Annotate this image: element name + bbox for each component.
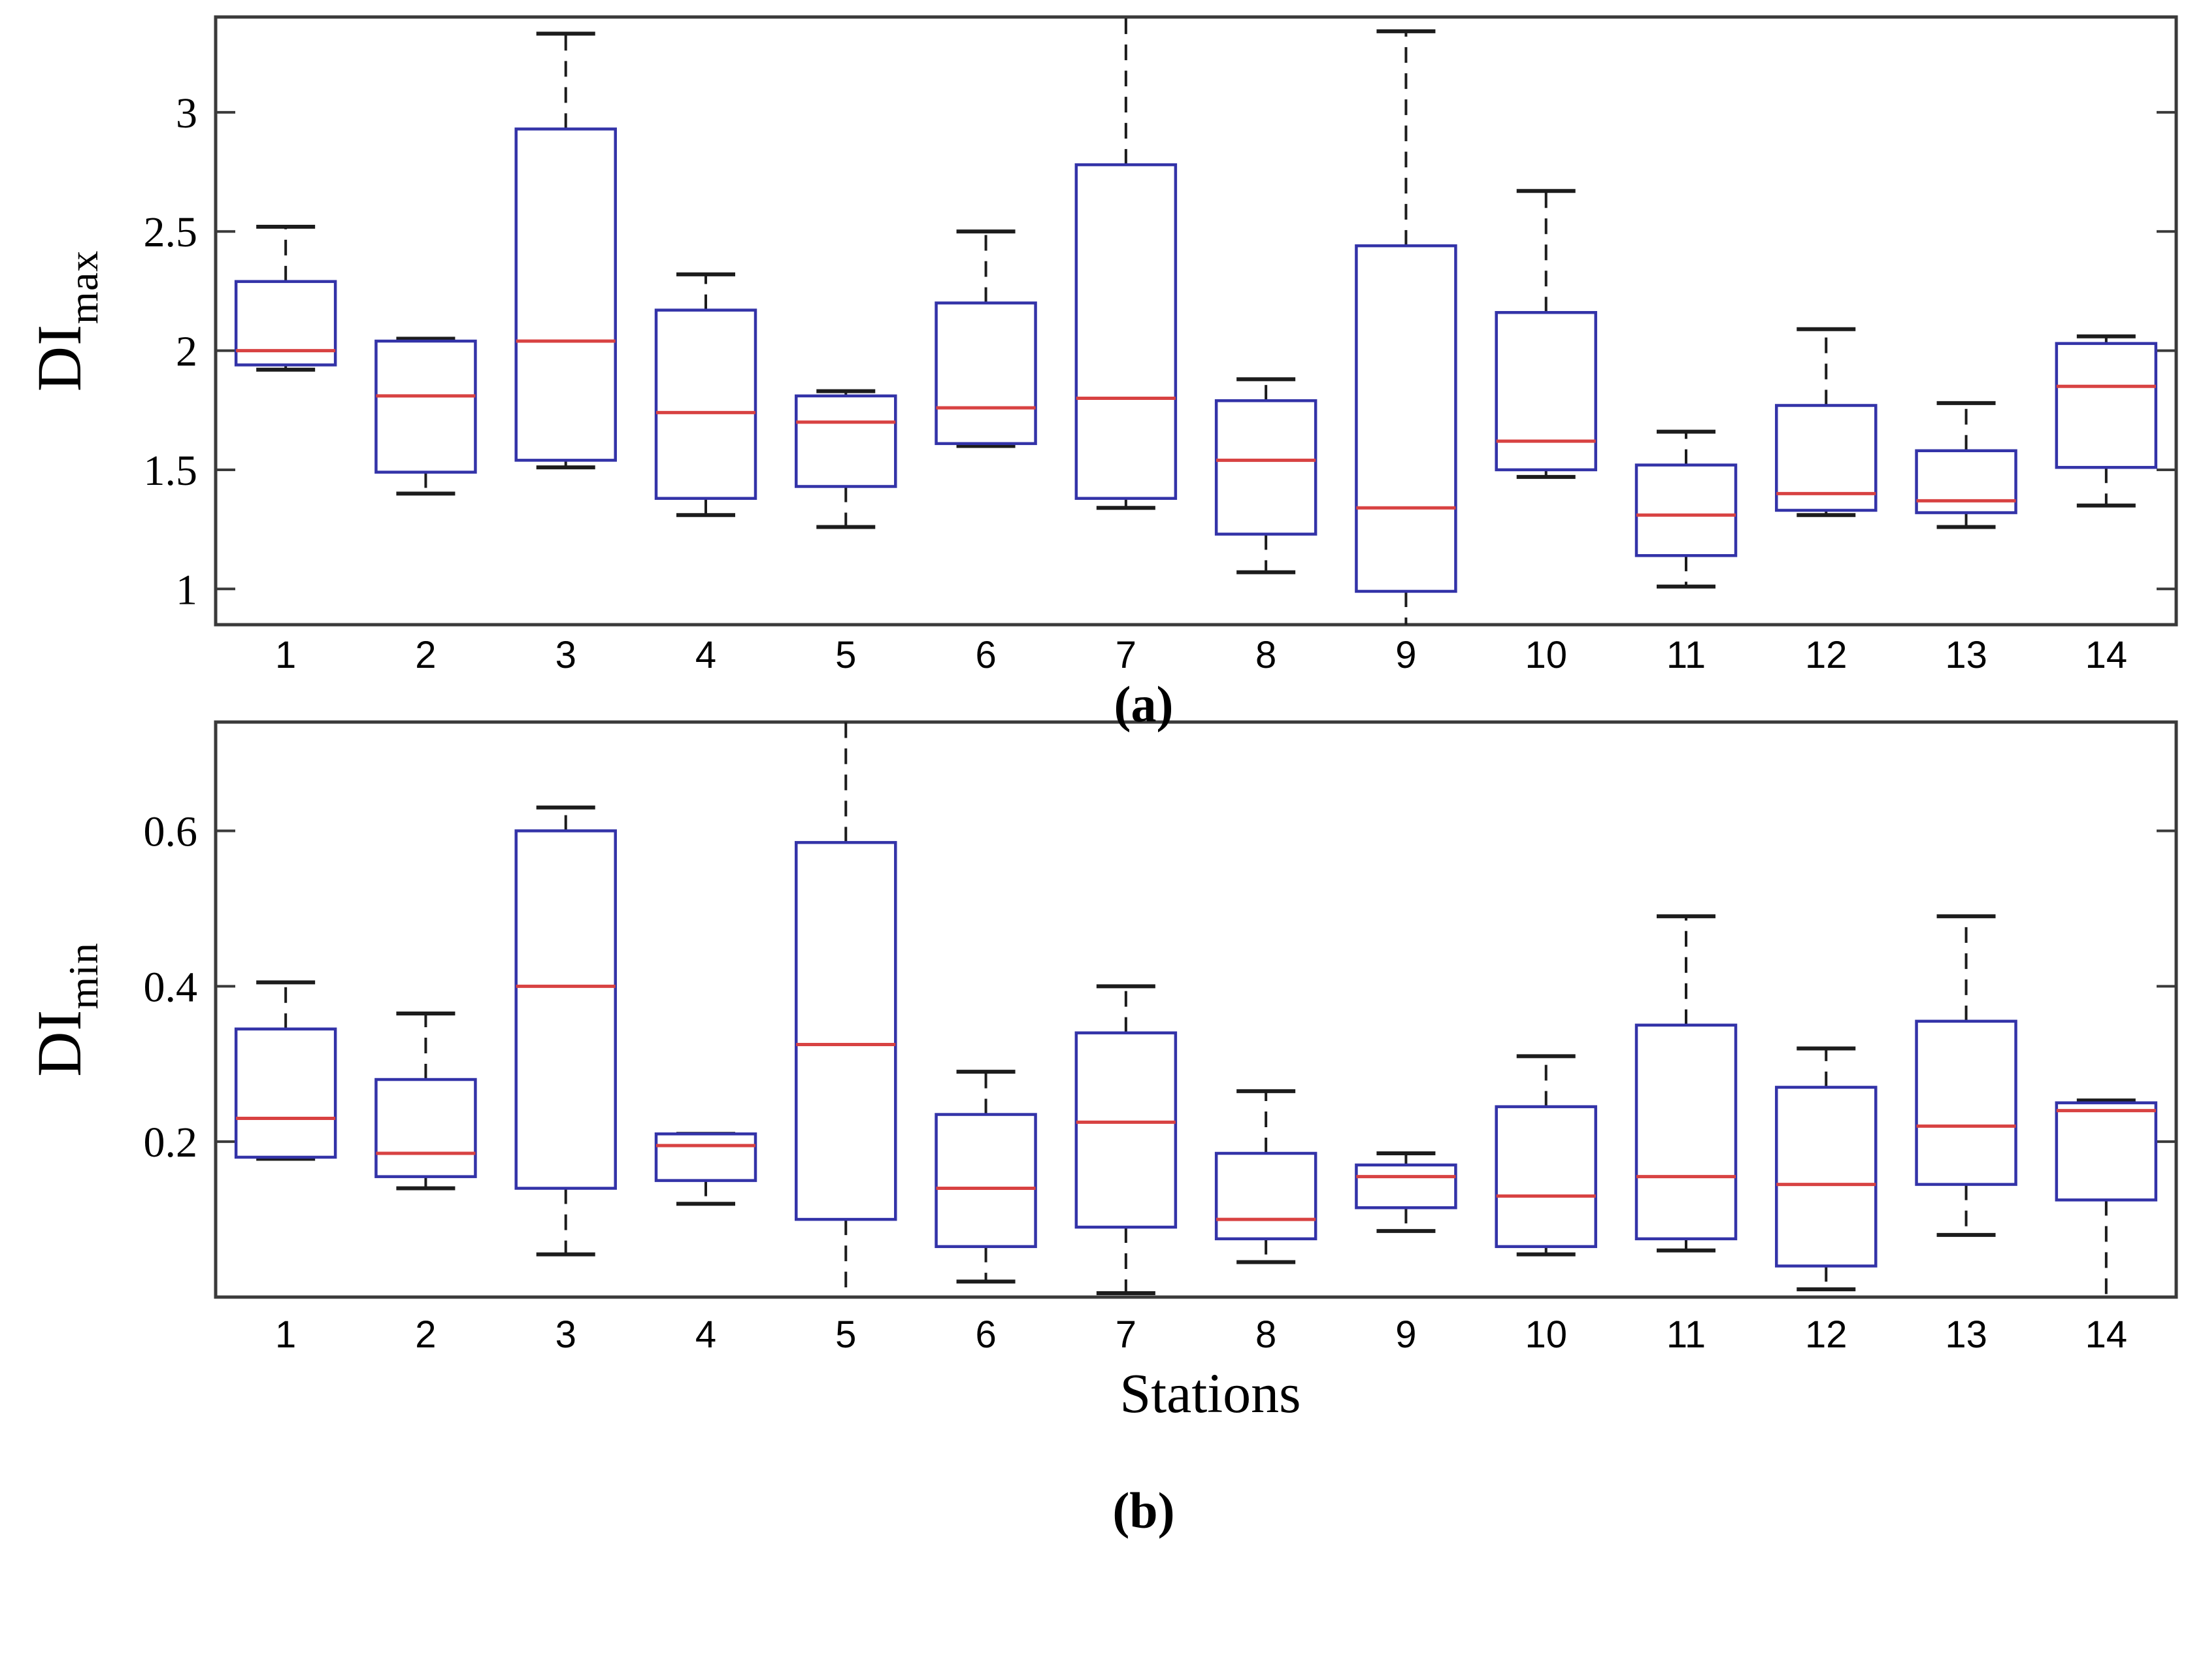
x-tick-label: 2: [415, 634, 436, 676]
box-station-11: [1634, 1023, 1738, 1241]
x-tick-label: 3: [555, 634, 576, 676]
x-tick-label: 11: [1666, 634, 1706, 676]
x-tick-label: 13: [1945, 634, 1987, 676]
box-station-13: [1915, 449, 2017, 514]
x-tick-label: 8: [1255, 1313, 1276, 1356]
box-station-1: [234, 280, 337, 367]
box-station-1: [234, 1027, 337, 1159]
x-tick-label: 13: [1945, 1313, 1987, 1356]
x-tick-label: 1: [275, 1313, 296, 1356]
box-station-4: [654, 308, 757, 500]
box-station-8: [1214, 399, 1317, 536]
box-station-10: [1495, 310, 1597, 472]
y-axis-title-dimin: DImin: [23, 942, 108, 1077]
x-tick-label: 8: [1255, 634, 1276, 676]
box-station-9: [1355, 244, 1457, 593]
box-station-5: [795, 841, 897, 1221]
x-tick-label: 11: [1666, 1313, 1706, 1356]
x-tick-label: 6: [975, 1313, 996, 1356]
x-tick-label: 10: [1525, 1313, 1567, 1356]
x-tick-label: 9: [1395, 634, 1416, 676]
y-tick-label: 1: [176, 566, 197, 614]
box-station-14: [2055, 342, 2158, 469]
x-axis-title-stations: Stations: [1119, 1362, 1301, 1425]
box-station-5: [795, 394, 897, 488]
x-tick-label: 12: [1805, 1313, 1847, 1356]
box-station-14: [2055, 1101, 2158, 1202]
plot-frame-a: [214, 15, 2178, 627]
x-tick-label: 5: [835, 634, 856, 676]
x-tick-label: 5: [835, 1313, 856, 1356]
box-station-2: [374, 339, 477, 474]
box-station-10: [1495, 1105, 1597, 1248]
y-tick-label: 0.6: [144, 808, 198, 855]
y-axis-title-dimax-main: DI: [24, 323, 94, 392]
box-station-4: [654, 1132, 757, 1182]
x-tick-label: 14: [2085, 634, 2128, 676]
y-tick-label: 0.2: [144, 1119, 198, 1166]
box-station-3: [514, 127, 617, 462]
box-station-11: [1634, 463, 1738, 557]
x-tick-label: 9: [1395, 1313, 1416, 1356]
box-station-12: [1775, 1085, 1878, 1268]
panel-label-b: (b): [1112, 1482, 1175, 1539]
y-axis-title-dimax: DImax: [23, 250, 108, 391]
box-station-9: [1355, 1163, 1457, 1210]
y-tick-label: 0.4: [144, 963, 198, 1011]
y-tick-label: 3: [176, 90, 197, 137]
y-axis-title-dimin-sub: min: [60, 942, 107, 1010]
panel-label-a: (a): [1114, 676, 1174, 733]
plot-frame-b: [214, 720, 2178, 1299]
box-station-13: [1915, 1019, 2017, 1186]
x-tick-label: 2: [415, 1313, 436, 1356]
x-tick-label: 4: [695, 634, 716, 676]
box-station-7: [1074, 163, 1178, 500]
x-tick-label: 6: [975, 634, 996, 676]
x-tick-label: 7: [1116, 1313, 1136, 1356]
box-station-6: [935, 301, 1037, 446]
box-station-2: [374, 1078, 477, 1178]
x-tick-label: 14: [2085, 1313, 2128, 1356]
box-station-8: [1214, 1151, 1317, 1241]
x-tick-label: 10: [1525, 634, 1567, 676]
y-axis-title-dimin-main: DI: [24, 1009, 94, 1077]
x-tick-label: 7: [1116, 634, 1136, 676]
y-tick-label: 2.5: [144, 208, 198, 256]
box-station-3: [514, 829, 617, 1190]
x-tick-label: 12: [1805, 634, 1847, 676]
y-axis-title-dimax-sub: max: [60, 250, 107, 324]
x-tick-label: 1: [275, 634, 296, 676]
box-station-6: [935, 1113, 1037, 1248]
y-tick-label: 1.5: [144, 447, 198, 495]
box-station-7: [1074, 1031, 1178, 1229]
y-tick-label: 2: [176, 328, 197, 376]
x-tick-label: 3: [555, 1313, 576, 1356]
x-tick-label: 4: [695, 1313, 716, 1356]
